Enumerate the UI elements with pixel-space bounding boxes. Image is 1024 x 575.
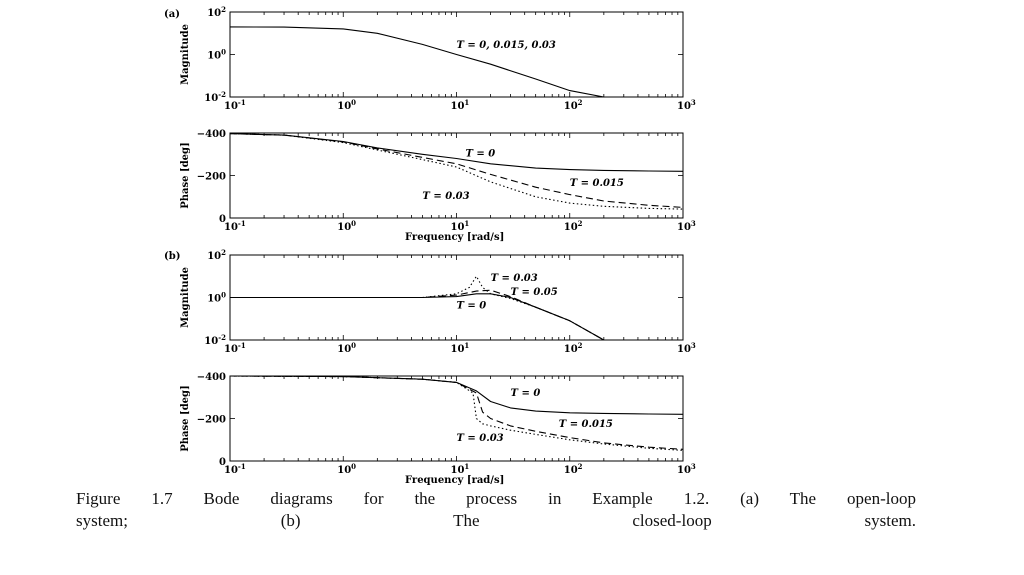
x-tick-label: 100 [337,462,356,476]
curve-annotation: T = 0 [457,301,487,312]
x-tick-label: 10-1 [224,219,246,233]
y-tick-label: 10-2 [204,333,226,347]
y-tick-label: −400 [197,129,226,140]
x-tick-label: 103 [677,98,696,112]
x-tick-label: 100 [337,341,356,355]
series-line-dashed [230,133,683,208]
y-tick-label: 10-2 [204,90,226,104]
x-axis-label: Frequency [rad/s] [405,475,504,486]
x-tick-label: 10-1 [224,462,246,476]
y-tick-label: 102 [207,248,226,262]
curve-annotation: T = 0.015 [570,178,624,189]
curve-annotation: T = 0.03 [491,273,538,284]
plot-frame [229,132,684,219]
x-tick-label: 101 [451,219,470,233]
y-tick-label: 102 [207,5,226,19]
series-line-solid [230,133,683,172]
x-tick-label: 101 [451,462,470,476]
series-line-dashed [230,289,605,340]
y-axis-label: Magnitude [180,267,191,328]
bode-panel-4: 10-1 100 101 102 103 0 −200 −400 Phase [deg] Freq… [180,372,696,486]
plot-frame [229,375,684,462]
curve-annotation: T = 0.03 [457,433,504,444]
x-tick-label: 103 [677,219,696,233]
bode-panel-2: 10-1 100 101 102 103 0 −200 −400 Phase [deg] Freq… [180,129,696,243]
y-tick-label: −200 [197,415,226,426]
series-line-solid [230,26,604,97]
caption-line-2: system; (b) The closed-loop system. [76,511,916,530]
x-tick-label: 103 [677,462,696,476]
series-line-dotted [230,376,683,451]
y-axis-label: Phase [deg] [180,385,191,452]
series-line-dotted [230,133,683,210]
caption-line-1: Figure 1.7 Bode diagrams for the process… [76,489,916,508]
y-tick-label: −400 [197,372,226,383]
y-axis-label: Magnitude [180,24,191,85]
y-tick-label: 0 [219,457,226,468]
y-tick-label: 0 [219,214,226,225]
y-axis-label: Phase [deg] [180,142,191,209]
curve-annotation: T = 0.05 [511,287,558,298]
x-tick-label: 103 [677,341,696,355]
x-tick-label: 102 [564,341,583,355]
series-line-solid [230,293,605,340]
y-tick-label: 100 [207,48,226,62]
x-tick-label: 100 [337,98,356,112]
x-tick-label: 10-1 [224,341,246,355]
curve-annotation: T = 0 [511,388,541,399]
bode-panel-3: 10-1 100 101 102 103 10-2 100 102 Magnitude T = 0… [180,248,696,355]
curve-annotation: T = 0 [465,148,495,159]
bode-panel-1: 10-1 100 101 102 103 10-2 100 102 Magnitude T = 0… [180,5,696,112]
x-axis-label: Frequency [rad/s] [405,232,504,243]
x-tick-label: 100 [337,219,356,233]
figure-caption: Figure 1.7 Bode diagrams for the process… [76,488,916,532]
x-tick-label: 102 [564,462,583,476]
x-tick-label: 10-1 [224,98,246,112]
curve-annotation: T = 0.015 [559,419,613,430]
panel-label-b: (b) [164,251,180,262]
x-tick-label: 101 [451,98,470,112]
x-tick-label: 102 [564,219,583,233]
x-tick-label: 101 [451,341,470,355]
series-line-dotted [230,275,605,340]
y-tick-label: 100 [207,291,226,305]
y-tick-label: −200 [197,172,226,183]
panel-label-a: (a) [164,9,180,20]
series-line-solid [230,376,683,415]
x-tick-label: 102 [564,98,583,112]
curve-annotation: T = 0, 0.015, 0.03 [457,40,556,51]
curve-annotation: T = 0.03 [422,191,469,202]
